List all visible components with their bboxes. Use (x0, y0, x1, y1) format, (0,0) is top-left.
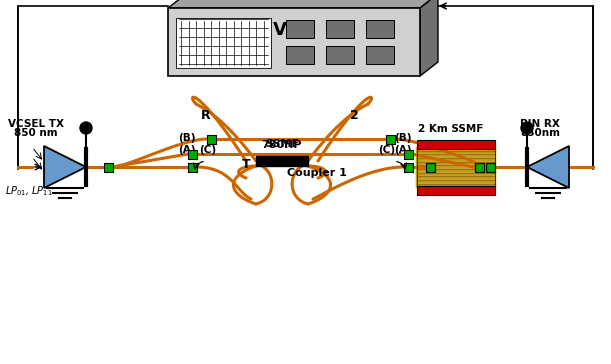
Bar (403, 162, 412, 171)
Bar (417, 139, 495, 149)
Polygon shape (420, 0, 438, 76)
Bar (103, 162, 112, 171)
Text: (A): (A) (394, 145, 411, 155)
Text: (A): (A) (178, 145, 196, 155)
Text: $LP_{01}$, $LP_{11}$: $LP_{01}$, $LP_{11}$ (5, 184, 53, 198)
Bar (366, 46, 394, 64)
Bar (286, 20, 314, 38)
Text: 850 nm: 850 nm (14, 128, 57, 138)
Text: VNA: VNA (273, 21, 315, 39)
Text: VCSEL TX: VCSEL TX (8, 119, 64, 129)
Text: 2: 2 (350, 109, 359, 122)
Text: 2 Km SSMF: 2 Km SSMF (418, 123, 483, 134)
Bar (286, 46, 314, 64)
Bar (366, 20, 394, 38)
Bar (256, 156, 308, 166)
Text: (B): (B) (394, 133, 411, 143)
Polygon shape (168, 0, 438, 8)
Text: 780HP: 780HP (262, 140, 302, 150)
Polygon shape (44, 146, 86, 188)
Text: T: T (242, 158, 251, 171)
Text: Coupler 1: Coupler 1 (287, 168, 347, 178)
Text: (C): (C) (378, 145, 395, 155)
Text: (C): (C) (199, 145, 216, 155)
Bar (403, 150, 412, 158)
Bar (326, 20, 354, 38)
Text: SSMF: SSMF (265, 139, 299, 149)
Text: R: R (201, 109, 211, 122)
Bar (386, 135, 395, 143)
Text: PIN RX: PIN RX (520, 119, 560, 129)
Bar (207, 135, 216, 143)
Bar (176, 18, 271, 68)
Polygon shape (527, 146, 569, 188)
Circle shape (80, 122, 92, 134)
Bar (425, 162, 434, 171)
Bar (326, 46, 354, 64)
Text: (B): (B) (178, 133, 196, 143)
Circle shape (521, 122, 533, 134)
Bar (417, 149, 495, 186)
Bar (188, 150, 197, 158)
Bar (188, 162, 197, 171)
Bar (486, 162, 494, 171)
Text: 850nm: 850nm (520, 128, 560, 138)
Bar (475, 162, 483, 171)
Bar (168, 8, 420, 76)
Bar (417, 186, 495, 194)
